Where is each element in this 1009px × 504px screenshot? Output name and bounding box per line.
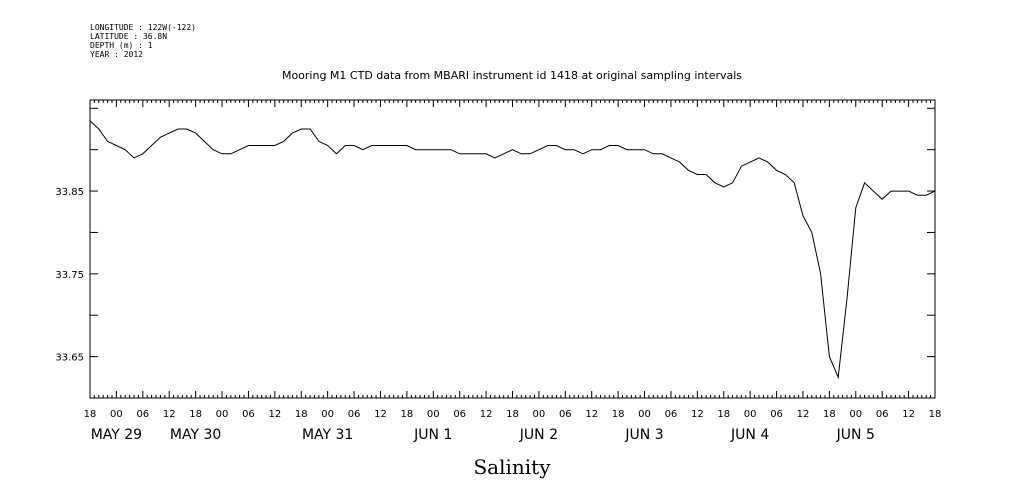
series-layer bbox=[89, 120, 936, 380]
x-hour-label: 00 bbox=[216, 409, 229, 420]
x-hour-label: 12 bbox=[163, 409, 176, 420]
x-hour-label: 06 bbox=[559, 409, 572, 420]
x-hour-label: 06 bbox=[770, 409, 783, 420]
x-hour-label: 12 bbox=[480, 409, 493, 420]
x-hour-label: 18 bbox=[189, 409, 202, 420]
y-tick-label: 33.85 bbox=[55, 187, 84, 198]
metadata-longitude: LONGITUDE : 122W(-122) bbox=[90, 23, 196, 32]
metadata-block: LONGITUDE : 122W(-122) LATITUDE : 36.8N … bbox=[90, 23, 196, 59]
metadata-latitude: LATITUDE : 36.8N bbox=[90, 32, 167, 41]
x-hour-label: 00 bbox=[638, 409, 651, 420]
x-date-label: JUN 3 bbox=[624, 427, 663, 443]
x-hour-label: 18 bbox=[295, 409, 308, 420]
x-hour-label: 18 bbox=[612, 409, 625, 420]
x-date-label: JUN 4 bbox=[730, 427, 769, 443]
x-date-label: JUN 5 bbox=[836, 427, 875, 443]
x-hour-label: 06 bbox=[665, 409, 678, 420]
x-hour-label: 06 bbox=[136, 409, 149, 420]
x-hour-label: 12 bbox=[902, 409, 915, 420]
x-hour-label: 06 bbox=[242, 409, 255, 420]
x-hour-label: 18 bbox=[823, 409, 836, 420]
x-date-label: MAY 31 bbox=[302, 427, 353, 443]
plot-frame bbox=[89, 99, 936, 399]
x-date-label: JUN 2 bbox=[519, 427, 558, 443]
x-axis-label: Salinity bbox=[473, 455, 551, 479]
x-hour-label: 18 bbox=[717, 409, 730, 420]
x-hour-label: 12 bbox=[268, 409, 281, 420]
x-hour-label: 12 bbox=[374, 409, 387, 420]
y-tick-label: 33.75 bbox=[55, 270, 84, 281]
x-hour-label: 12 bbox=[691, 409, 704, 420]
x-date-label: MAY 29 bbox=[91, 427, 142, 443]
metadata-depth: DEPTH (m) : 1 bbox=[90, 41, 153, 50]
x-hour-label: 06 bbox=[453, 409, 466, 420]
x-hour-label: 00 bbox=[744, 409, 757, 420]
x-hour-label: 00 bbox=[533, 409, 546, 420]
x-hour-label: 12 bbox=[797, 409, 810, 420]
x-date-label: MAY 30 bbox=[170, 427, 221, 443]
y-axis: 33.65 33.75 33.85 bbox=[55, 107, 935, 399]
x-hour-label: 06 bbox=[348, 409, 361, 420]
metadata-year: YEAR : 2012 bbox=[90, 50, 143, 59]
x-hour-label: 00 bbox=[110, 409, 123, 420]
x-hour-label: 00 bbox=[427, 409, 440, 420]
x-hour-label: 06 bbox=[876, 409, 889, 420]
x-hour-label: 18 bbox=[929, 409, 942, 420]
x-hour-label: 18 bbox=[506, 409, 519, 420]
x-hour-label: 18 bbox=[401, 409, 414, 420]
x-date-label: JUN 1 bbox=[413, 427, 452, 443]
chart-title: Mooring M1 CTD data from MBARI instrumen… bbox=[282, 69, 742, 82]
y-tick-label: 33.65 bbox=[55, 353, 84, 364]
x-hour-label: 18 bbox=[84, 409, 97, 420]
x-axis: 18 00 06 12 18 00 06 12 18 00 06 12 18 00 06 12 18 00 06 12… bbox=[84, 100, 942, 443]
x-hour-label: 00 bbox=[321, 409, 334, 420]
series-line-0 bbox=[89, 120, 936, 380]
x-hour-label: 12 bbox=[585, 409, 598, 420]
x-hour-label: 00 bbox=[849, 409, 862, 420]
